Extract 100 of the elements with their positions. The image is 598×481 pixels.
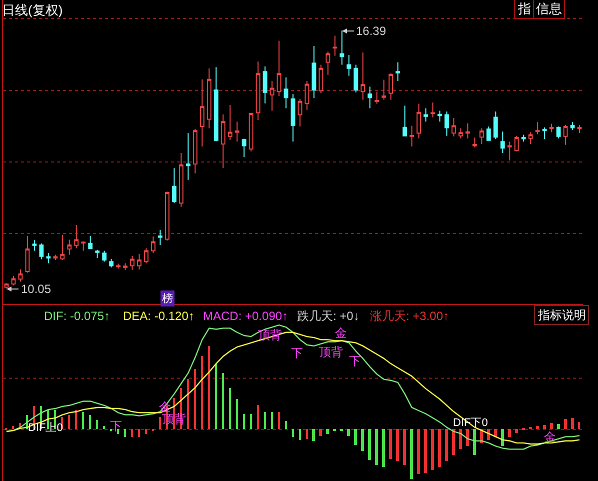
text: 涨几天: +3.00↑ — [370, 309, 450, 323]
candlestick — [109, 258, 114, 268]
bar — [431, 429, 434, 470]
candlestick — [46, 252, 51, 264]
candlestick — [242, 138, 246, 158]
candlestick — [81, 240, 86, 252]
bar — [466, 429, 469, 446]
candlestick — [430, 102, 435, 118]
candlestick — [11, 275, 16, 286]
candlestick — [318, 64, 324, 94]
text: 跌几天: +0↓ — [297, 309, 360, 323]
annotation: 下 — [291, 346, 303, 360]
bar — [361, 429, 364, 451]
bar — [103, 426, 105, 429]
candlestick — [25, 236, 30, 274]
candlestick — [144, 248, 148, 264]
annotation: 信息 — [536, 1, 562, 16]
bar — [124, 429, 126, 437]
candlestick — [270, 80, 274, 112]
candlestick — [304, 80, 310, 110]
candlestick — [32, 240, 37, 252]
bar — [508, 429, 511, 437]
bar — [159, 417, 161, 429]
candlestick — [178, 152, 184, 208]
text: DEA: -0.120↑ — [123, 309, 194, 323]
bar — [68, 415, 70, 429]
bar — [536, 426, 539, 429]
bar — [264, 412, 266, 429]
bar — [410, 429, 413, 479]
bar — [473, 429, 476, 455]
bar — [236, 399, 238, 429]
candlestick — [158, 229, 162, 246]
bar — [438, 429, 441, 467]
candlestick — [220, 114, 226, 169]
candlestick — [479, 128, 484, 145]
candlestick — [382, 79, 386, 100]
candlestick — [298, 98, 302, 128]
annotation: 下 — [349, 354, 361, 368]
bar — [306, 429, 308, 439]
candlestick — [130, 255, 134, 270]
candlestick — [346, 54, 352, 76]
bar — [445, 429, 448, 461]
bar — [550, 423, 553, 429]
candlestick — [410, 125, 414, 148]
candlestick — [165, 191, 170, 242]
candlestick — [192, 128, 198, 174]
annotation: 榜 — [162, 292, 173, 305]
candlestick — [452, 118, 456, 137]
candlestick — [458, 128, 463, 139]
candlestick — [514, 135, 519, 152]
candlestick — [74, 224, 79, 249]
bar — [564, 419, 567, 429]
bar — [389, 429, 392, 459]
candlestick — [256, 60, 260, 121]
candlestick — [416, 103, 421, 139]
candlestick — [444, 111, 449, 136]
candlestick — [137, 253, 142, 270]
bar — [201, 356, 203, 429]
candlestick — [388, 72, 394, 100]
bar — [299, 429, 301, 440]
annotation: 指 — [517, 1, 531, 16]
bar — [285, 421, 287, 429]
bar — [75, 410, 77, 429]
candlestick — [248, 112, 254, 152]
bar — [557, 424, 560, 429]
bar — [257, 405, 259, 429]
bar — [347, 429, 350, 436]
annotation: 顶背 — [319, 345, 343, 359]
candlestick — [507, 141, 512, 161]
bar — [131, 429, 133, 437]
candlestick — [102, 250, 107, 262]
annotation: 下 — [110, 419, 122, 433]
bar — [403, 429, 406, 465]
bar — [382, 429, 385, 467]
candlestick — [332, 35, 338, 56]
bar — [543, 425, 546, 429]
bar — [194, 369, 196, 429]
candlestick — [116, 263, 121, 270]
bar — [117, 429, 119, 434]
candlestick — [186, 132, 190, 180]
bar — [578, 422, 580, 429]
bar — [424, 429, 427, 473]
candlestick — [228, 104, 232, 140]
bar — [215, 364, 217, 429]
candlestick — [368, 86, 372, 109]
candlestick — [312, 45, 316, 99]
bar — [145, 429, 147, 434]
bar — [571, 418, 574, 429]
bar — [396, 429, 399, 461]
candlestick — [563, 124, 568, 146]
candlestick — [214, 66, 218, 142]
bar — [96, 420, 98, 429]
bar — [250, 414, 252, 429]
bar — [354, 429, 357, 445]
candlestick — [262, 66, 268, 104]
candlestick — [60, 234, 65, 261]
annotation: 10.05 — [21, 282, 52, 296]
candlestick — [18, 268, 23, 282]
text: DIF: -0.075↑ — [44, 309, 110, 323]
bar — [208, 346, 210, 429]
